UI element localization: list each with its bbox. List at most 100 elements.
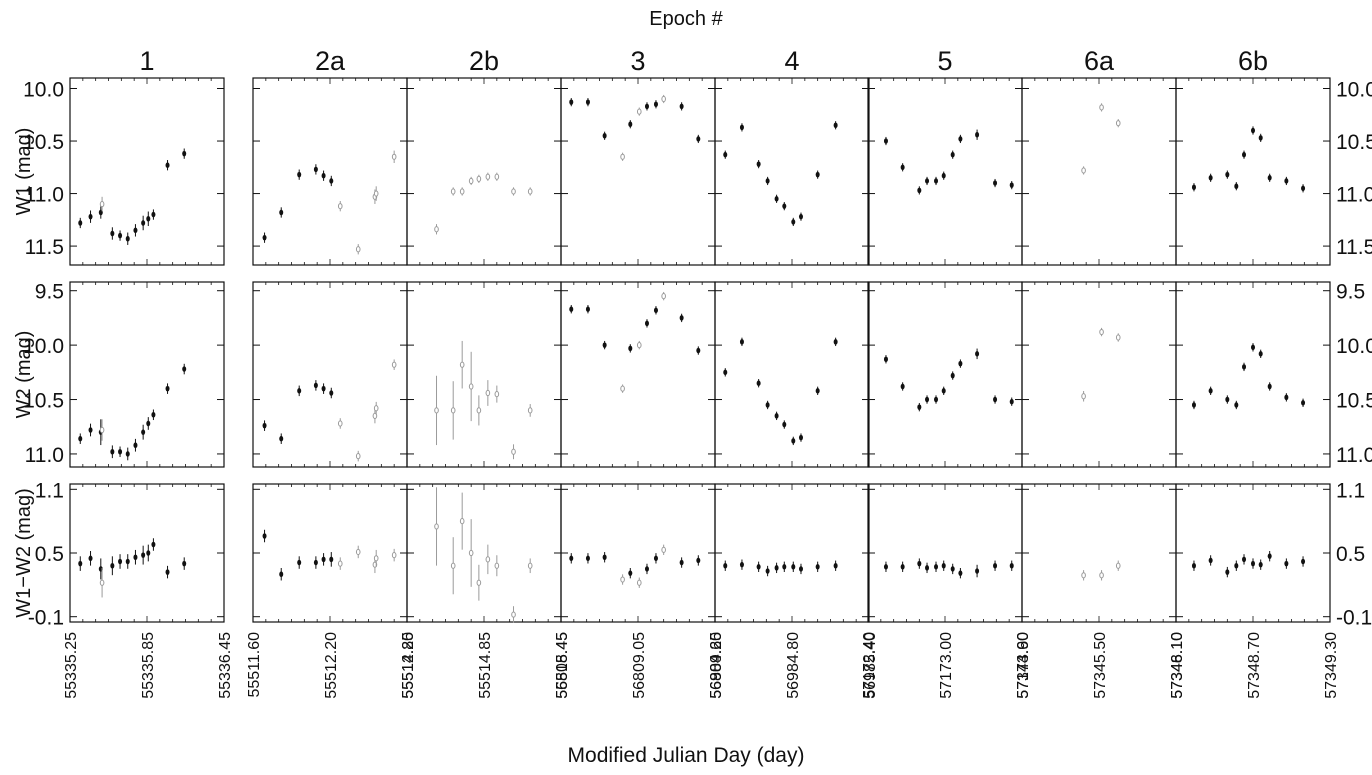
data-point-w2 [636, 342, 642, 349]
data-point-color [1115, 562, 1121, 569]
data-point-w2 [450, 407, 456, 414]
data-point-w2 [1284, 394, 1289, 401]
data-point-w1 [1267, 175, 1272, 181]
x-tick-label: 57173.00 [938, 632, 955, 699]
data-point-color [620, 576, 625, 583]
data-point-w1 [511, 188, 516, 195]
epoch-label-2a: 2a [315, 46, 346, 76]
data-point-w1 [1251, 127, 1255, 134]
data-point-w2 [151, 411, 156, 418]
y-axis-label-w1: W1 (mag) [13, 128, 35, 216]
panel-frame-w2-2b [406, 281, 562, 468]
data-point-w2 [78, 435, 83, 442]
data-point-w2 [883, 356, 888, 363]
x-tick-label: 55335.25 [63, 632, 80, 699]
x-tick-label: 56809.65 [708, 632, 725, 699]
data-point-w1 [774, 196, 779, 202]
data-point-w2 [993, 396, 998, 403]
data-point-color [791, 564, 796, 570]
data-point-color [459, 518, 465, 525]
data-point-color [756, 564, 761, 570]
data-point-w2 [756, 380, 761, 387]
data-point-w2 [146, 420, 151, 427]
data-point-w1 [450, 188, 456, 195]
data-point-color [1251, 560, 1255, 567]
data-point-w2 [661, 293, 666, 300]
epoch-label-6b: 6b [1238, 46, 1268, 76]
data-point-color [653, 555, 658, 562]
x-tick-label: 55335.85 [140, 632, 157, 699]
data-point-w2 [958, 360, 963, 367]
data-point-w1 [620, 153, 625, 160]
data-point-color [321, 556, 326, 563]
y-axis-label-w2: W2 (mag) [13, 331, 35, 419]
data-point-w2 [941, 388, 946, 394]
epoch-label-4: 4 [784, 46, 799, 76]
data-point-w2 [1301, 399, 1306, 406]
x-tick-label: 55514.25 [400, 632, 417, 699]
panel-frame-w1-6b [1175, 77, 1331, 266]
data-point-w1 [1099, 104, 1104, 111]
x-tick-label: 56985.40 [862, 632, 879, 699]
data-point-w1 [934, 178, 939, 184]
data-point-w1 [756, 161, 761, 167]
data-point-color [1267, 553, 1272, 559]
panel-frame-w1-3 [560, 77, 716, 266]
data-point-color [1225, 569, 1230, 575]
data-point-w1 [950, 151, 955, 158]
data-point-color [118, 558, 123, 565]
data-point-w1 [434, 226, 439, 233]
data-point-color [99, 579, 105, 586]
data-point-w1 [151, 211, 156, 218]
panel-frame-w1-1 [69, 77, 225, 266]
data-point-w2 [88, 427, 93, 433]
data-point-color [723, 562, 728, 569]
data-point-w2 [165, 385, 170, 392]
data-point-w1 [182, 150, 187, 157]
data-point-color [373, 555, 379, 562]
data-point-color [569, 555, 574, 562]
data-point-w1 [141, 220, 146, 226]
data-point-w1 [297, 171, 302, 178]
data-point-w2 [527, 407, 533, 414]
data-point-w2 [782, 421, 787, 428]
data-point-w1 [782, 203, 787, 209]
data-point-color [146, 550, 151, 556]
data-point-w2 [1208, 388, 1213, 394]
data-point-color [934, 564, 939, 570]
data-point-w2 [459, 361, 465, 368]
data-point-w1 [1284, 178, 1289, 184]
x-tick-label: 56809.05 [631, 632, 648, 699]
data-point-w2 [182, 366, 187, 372]
x-tick-label: 57349.30 [1323, 632, 1340, 699]
y-tick-label-left: 10.0 [23, 79, 64, 102]
data-point-color [661, 546, 666, 553]
data-point-color [141, 552, 146, 558]
data-point-w2 [511, 448, 516, 455]
data-point-w1 [1081, 167, 1086, 174]
data-point-w2 [585, 306, 590, 313]
data-point-color [133, 554, 138, 561]
data-point-color [355, 548, 361, 556]
data-point-w1 [696, 136, 701, 142]
panel-frame-w1-4 [714, 77, 870, 266]
data-point-color [182, 560, 187, 567]
data-point-w1 [1225, 171, 1230, 178]
data-point-w2 [329, 390, 334, 396]
data-point-w2 [110, 448, 115, 455]
data-point-w2 [765, 402, 770, 408]
data-point-color [485, 556, 491, 563]
y-tick-label-right: 1.1 [1336, 479, 1365, 502]
data-point-w2 [297, 388, 302, 394]
panel-frame-w2-1 [69, 281, 225, 468]
panel-frame-color-6a [1021, 483, 1177, 623]
data-point-w2 [337, 420, 343, 427]
data-point-w2 [313, 382, 318, 389]
panel-frame-color-2b [406, 483, 562, 623]
data-point-color [527, 562, 533, 569]
data-point-color [585, 555, 590, 562]
y-tick-label-right: -0.1 [1336, 607, 1372, 630]
data-point-color [993, 562, 998, 569]
data-point-w2 [900, 383, 905, 390]
